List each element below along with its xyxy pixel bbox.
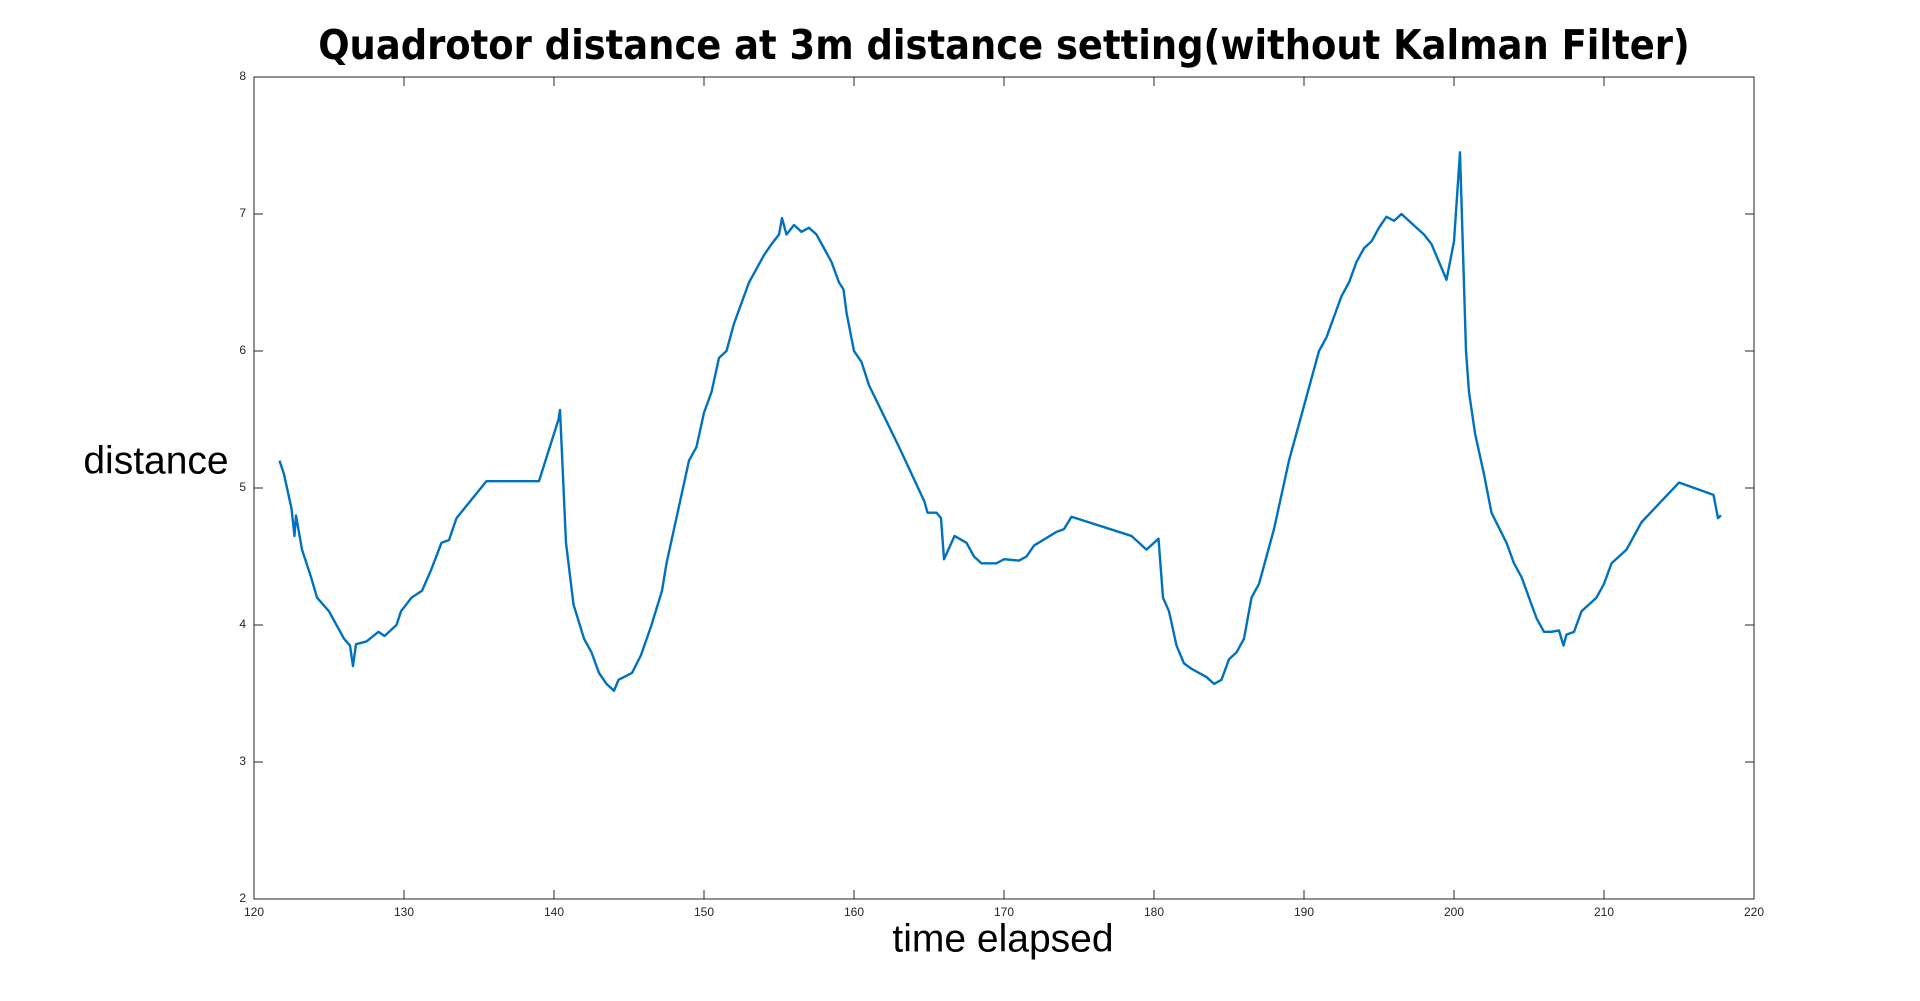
data-line bbox=[278, 151, 1722, 692]
x-axis-label: time elapsed bbox=[892, 917, 1113, 960]
x-tick-label: 180 bbox=[1144, 905, 1164, 919]
y-tick-label: 7 bbox=[239, 206, 246, 220]
y-tick-label: 8 bbox=[239, 69, 246, 83]
x-tick-label: 140 bbox=[544, 905, 564, 919]
x-tick-label: 200 bbox=[1444, 905, 1464, 919]
x-tick-label: 190 bbox=[1294, 905, 1314, 919]
y-tick-label: 4 bbox=[239, 617, 246, 631]
x-tick-label: 220 bbox=[1744, 905, 1764, 919]
x-tick-label: 160 bbox=[844, 905, 864, 919]
y-tick-label: 5 bbox=[239, 480, 246, 494]
x-tick-label: 210 bbox=[1594, 905, 1614, 919]
x-tick-label: 120 bbox=[244, 905, 264, 919]
x-tick-label: 170 bbox=[994, 905, 1014, 919]
y-tick-label: 6 bbox=[239, 343, 246, 357]
y-tick-label: 3 bbox=[239, 754, 246, 768]
axes-box bbox=[253, 76, 1755, 900]
chart-title: Quadrotor distance at 3m distance settin… bbox=[318, 21, 1690, 69]
x-tick-label: 150 bbox=[694, 905, 714, 919]
y-tick-label: 2 bbox=[239, 891, 246, 905]
x-tick-label: 130 bbox=[394, 905, 414, 919]
y-axis-label: distance bbox=[83, 439, 228, 482]
